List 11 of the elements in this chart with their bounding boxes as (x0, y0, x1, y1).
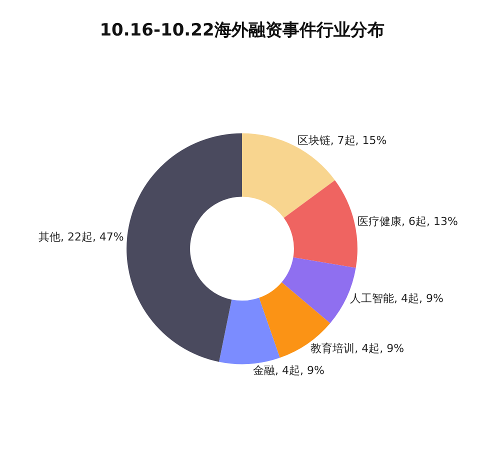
slice-label: 教育培训, 4起, 9% (310, 342, 404, 355)
slice-label: 金融, 4起, 9% (252, 364, 324, 377)
slice-label: 医疗健康, 6起, 13% (358, 215, 458, 228)
donut-slice (126, 133, 242, 362)
donut-slice (284, 180, 358, 268)
slice-label: 其他, 22起, 47% (38, 230, 124, 244)
chart-title: 10.16-10.22海外融资事件行业分布 (100, 20, 384, 40)
slice-label: 区块链, 7起, 15% (297, 134, 387, 147)
slice-label: 人工智能, 4起, 9% (350, 292, 444, 305)
donut-slice (242, 133, 335, 218)
donut-slice (219, 298, 280, 364)
